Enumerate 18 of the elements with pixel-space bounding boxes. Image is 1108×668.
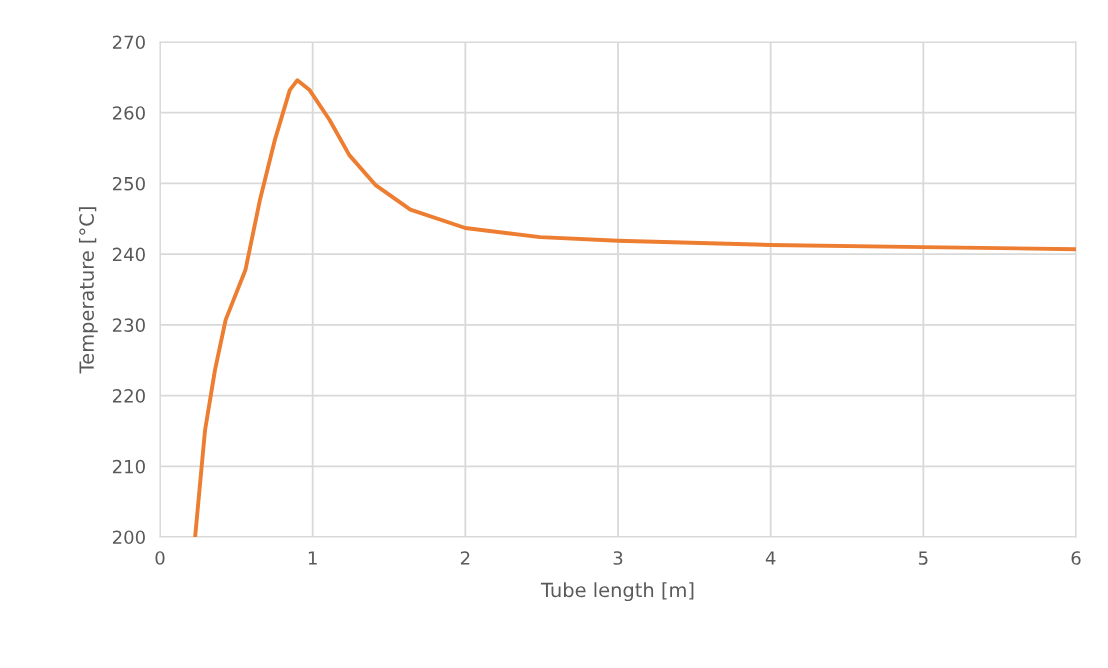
x-tick-label: 5 <box>918 551 928 565</box>
y-tick-label: 220 <box>112 389 145 403</box>
y-tick-label: 210 <box>112 459 145 474</box>
y-tick-label: 270 <box>112 35 145 50</box>
x-tick-label: 1 <box>308 551 317 565</box>
line-series <box>193 78 1076 537</box>
y-tick-label: 200 <box>112 530 145 545</box>
x-axis-title: Tube length [m] <box>540 582 694 602</box>
y-tick-label: 260 <box>112 106 145 120</box>
y-tick-label: 250 <box>112 176 145 191</box>
y-tick-label: 230 <box>112 318 145 332</box>
x-tick-label: 6 <box>1071 551 1081 565</box>
x-tick-label: 0 <box>155 551 165 565</box>
y-tick-label: 240 <box>112 247 145 262</box>
x-tick-label: 4 <box>765 551 776 565</box>
x-tick-label: 3 <box>613 551 623 565</box>
x-tick-label: 2 <box>460 551 470 565</box>
y-axis-title: Temperature [°C] <box>78 207 98 374</box>
